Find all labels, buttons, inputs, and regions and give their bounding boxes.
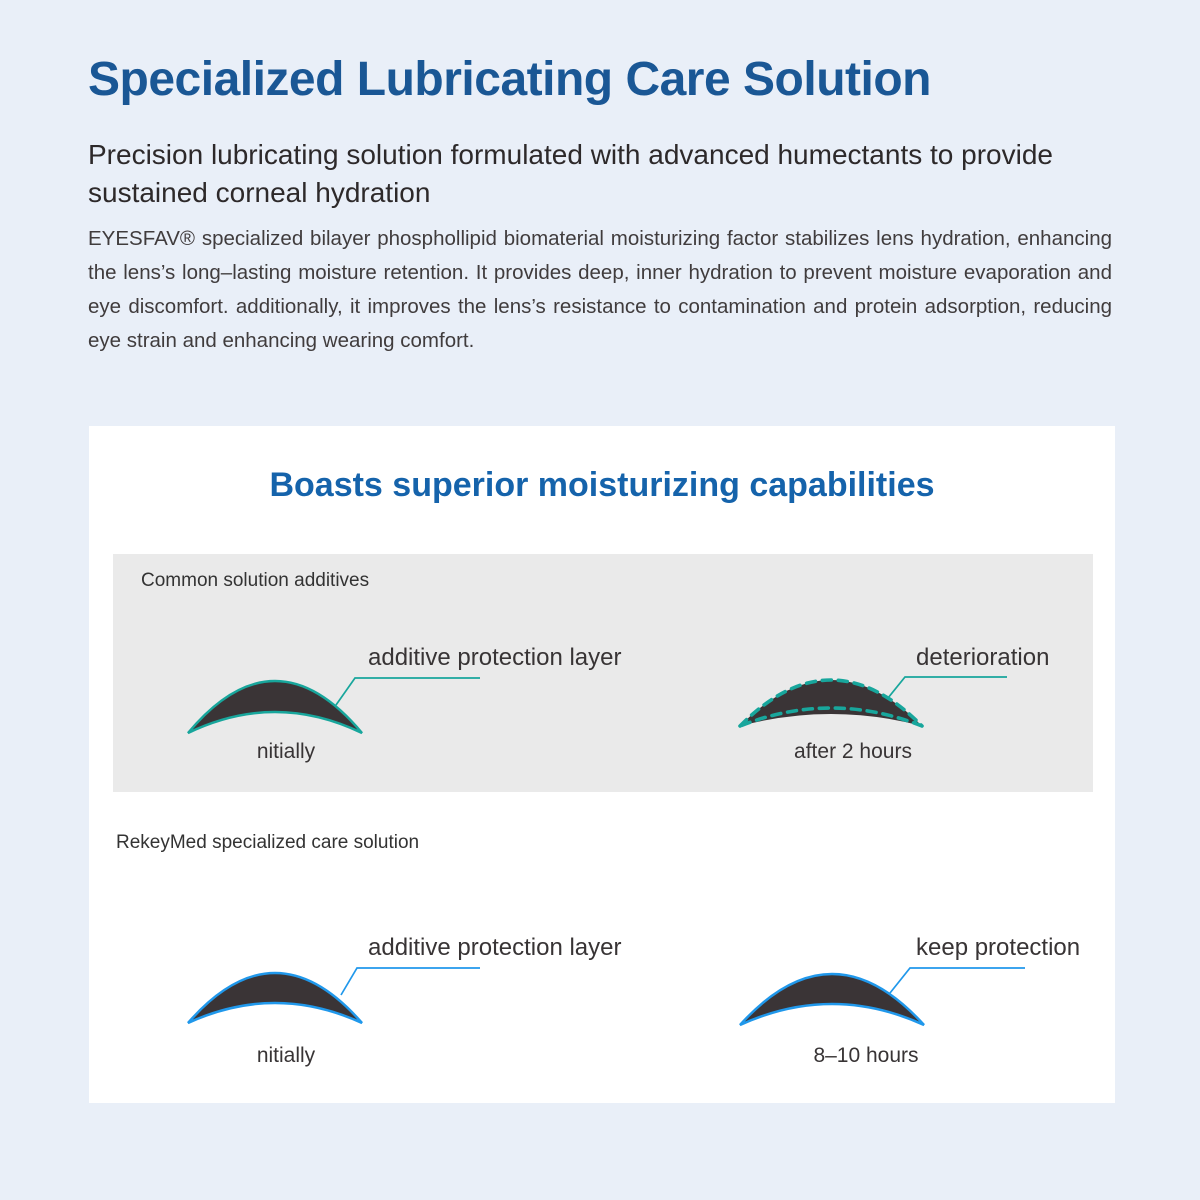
caption-initially: nitially <box>256 1044 316 1067</box>
common-panel-label: Common solution additives <box>141 570 370 591</box>
lens-shape <box>187 679 363 735</box>
lens-shape <box>187 971 363 1025</box>
caption-initially: nitially <box>256 740 316 763</box>
lens-common-deteriorated-illustration <box>738 676 1007 728</box>
callout-additive-protection-layer: additive protection layer <box>368 644 622 671</box>
callout-additive-protection-layer: additive protection layer <box>368 934 622 961</box>
page-subtitle: Precision lubricating solution formulate… <box>88 139 1053 208</box>
callout-keep-protection: keep protection <box>916 934 1081 961</box>
card-heading: Boasts superior moisturizing capabilitie… <box>269 466 935 504</box>
lens-common-initial-illustration <box>187 677 480 735</box>
lens-rekeymed-initial-illustration <box>187 967 480 1025</box>
moisturizing-card: Boasts superior moisturizing capabilitie… <box>89 426 1115 1103</box>
callout-deterioration: deterioration <box>916 644 1050 671</box>
lens-shape <box>739 972 925 1027</box>
caption-after-2-hours: after 2 hours <box>794 740 912 763</box>
page-description: EYESFAV® specialized bilayer phosphollip… <box>88 227 1112 352</box>
leader-line <box>887 676 1007 699</box>
lens-rekeymed-protected-illustration <box>739 967 1025 1027</box>
leader-line <box>340 967 480 996</box>
leader-line <box>335 677 480 706</box>
page-title: Specialized Lubricating Care Solution <box>88 53 931 106</box>
common-additives-panel: Common solution additives <box>113 554 1093 792</box>
caption-8-10-hours: 8–10 hours <box>813 1044 919 1067</box>
lens-outline-dashed <box>738 678 924 728</box>
leader-line <box>889 967 1025 994</box>
rekeymed-section-label: RekeyMed specialized care solution <box>116 832 420 853</box>
